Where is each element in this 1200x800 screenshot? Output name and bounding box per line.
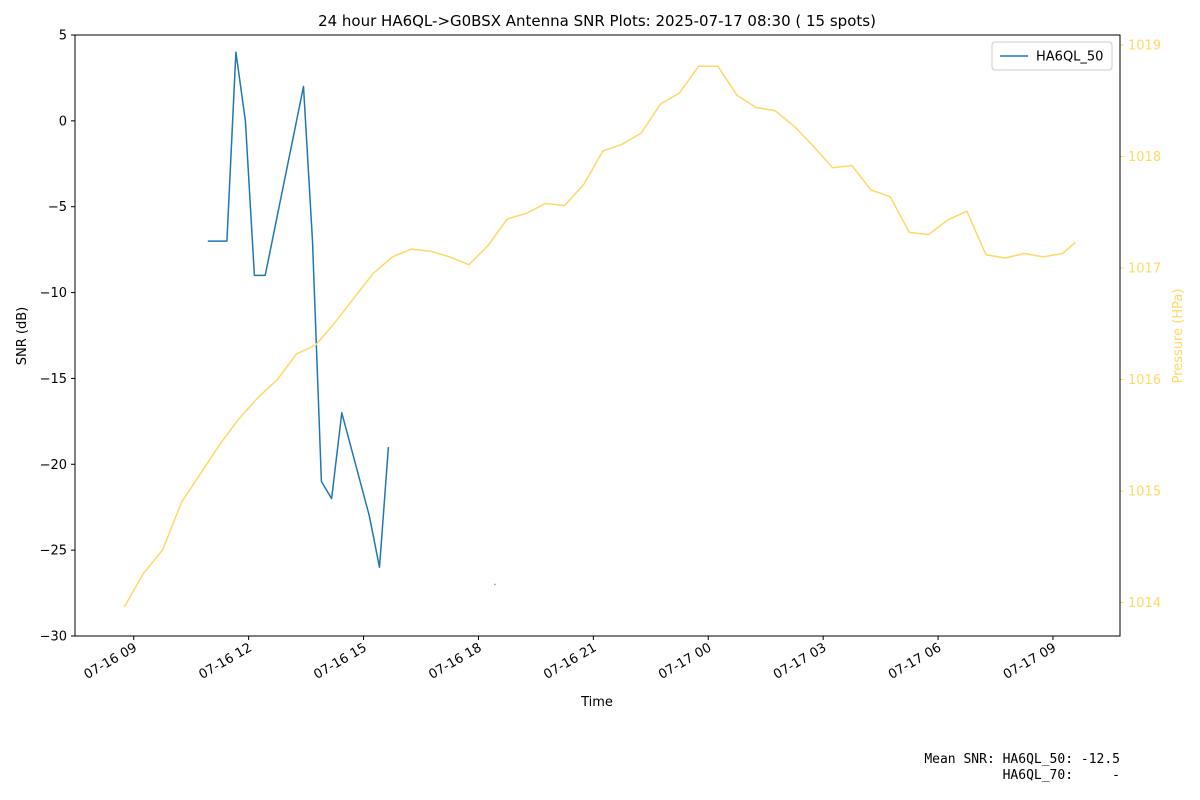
y-tick-label: −20 [40, 458, 67, 473]
chart-title: 24 hour HA6QL->G0BSX Antenna SNR Plots: … [318, 12, 876, 30]
x-axis-label: Time [580, 695, 613, 710]
y2-tick-label: 1016 [1128, 373, 1161, 388]
y2-tick-label: 1014 [1128, 596, 1161, 611]
y2-tick-label: 1019 [1128, 39, 1161, 54]
y-tick-label: 0 [59, 114, 67, 129]
y2-tick-label: 1017 [1128, 262, 1161, 277]
y-axis-label: SNR (dB) [15, 307, 30, 365]
y-tick-label: −10 [40, 286, 67, 301]
series-line [123, 65, 1076, 608]
y2-axis-label: Pressure (HPa) [1171, 289, 1186, 384]
plot-frame [74, 34, 1121, 637]
y2-tick-label: 1015 [1128, 485, 1161, 500]
y-tick-label: −5 [48, 200, 67, 215]
footer-line: Mean SNR: HA6QL_50: -12.5 [924, 752, 1120, 767]
footer-line: HA6QL_70: - [1003, 768, 1120, 783]
y-tick-label: −25 [40, 544, 67, 559]
legend-box [991, 41, 1113, 71]
y-tick-label: −30 [40, 630, 67, 645]
y-tick-label: 5 [59, 29, 67, 44]
series-line [207, 51, 390, 569]
y2-tick-label: 1018 [1128, 150, 1161, 165]
legend-label: HA6QL_50 [1036, 50, 1103, 65]
y-tick-label: −15 [40, 372, 67, 387]
